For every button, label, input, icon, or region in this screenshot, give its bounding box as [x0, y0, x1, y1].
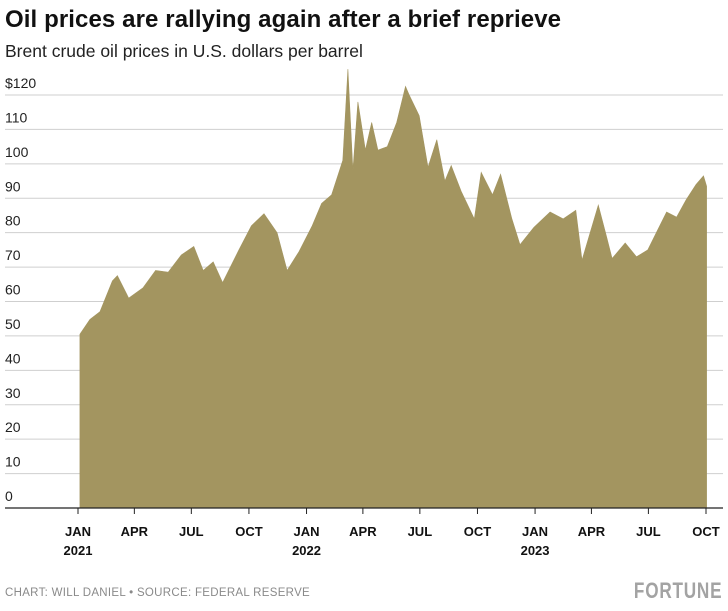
x-tick-label: JAN	[65, 524, 91, 539]
x-tick-label: JAN	[294, 524, 320, 539]
y-tick-label: 50	[5, 316, 21, 332]
chart-credit: CHART: WILL DANIEL • SOURCE: FEDERAL RES…	[5, 587, 311, 599]
x-tick-year-label: 2021	[64, 543, 93, 558]
y-tick-label: $120	[5, 75, 36, 91]
x-axis	[5, 507, 723, 514]
y-tick-label: 100	[5, 144, 29, 160]
x-tick-label: OCT	[235, 524, 263, 539]
x-tick-label: JUL	[179, 524, 204, 539]
y-tick-label: 10	[5, 454, 21, 470]
x-tick-label: OCT	[692, 524, 720, 539]
fortune-logo: FORTUNE	[633, 578, 722, 603]
y-tick-label: 90	[5, 178, 21, 194]
price-area-series	[79, 69, 707, 509]
price-area	[79, 69, 707, 509]
x-axis-labels: JAN 2021 APR JUL OCT JAN 2022 APR JUL OCT JAN 2023 A…	[64, 524, 720, 558]
y-tick-label: 110	[5, 109, 28, 125]
y-tick-label: 70	[5, 247, 21, 263]
x-tick-year-label: 2022	[292, 543, 321, 558]
y-tick-label: 40	[5, 350, 21, 366]
y-tick-label: 60	[5, 282, 21, 298]
x-tick-label: APR	[349, 524, 377, 539]
x-tick-label: APR	[578, 524, 606, 539]
chart-subtitle: Brent crude oil prices in U.S. dollars p…	[5, 41, 363, 61]
x-tick-label: JAN	[522, 524, 548, 539]
x-tick-label: APR	[121, 524, 149, 539]
x-tick-label: OCT	[464, 524, 492, 539]
y-tick-label: 80	[5, 213, 21, 229]
x-tick-label: JUL	[636, 524, 661, 539]
x-tick-label: JUL	[408, 524, 433, 539]
y-tick-label: 0	[5, 488, 13, 504]
x-tick-year-label: 2023	[521, 543, 550, 558]
y-tick-label: 20	[5, 419, 21, 435]
chart-title: Oil prices are rallying again after a br…	[5, 6, 562, 33]
y-tick-label: 30	[5, 385, 21, 401]
